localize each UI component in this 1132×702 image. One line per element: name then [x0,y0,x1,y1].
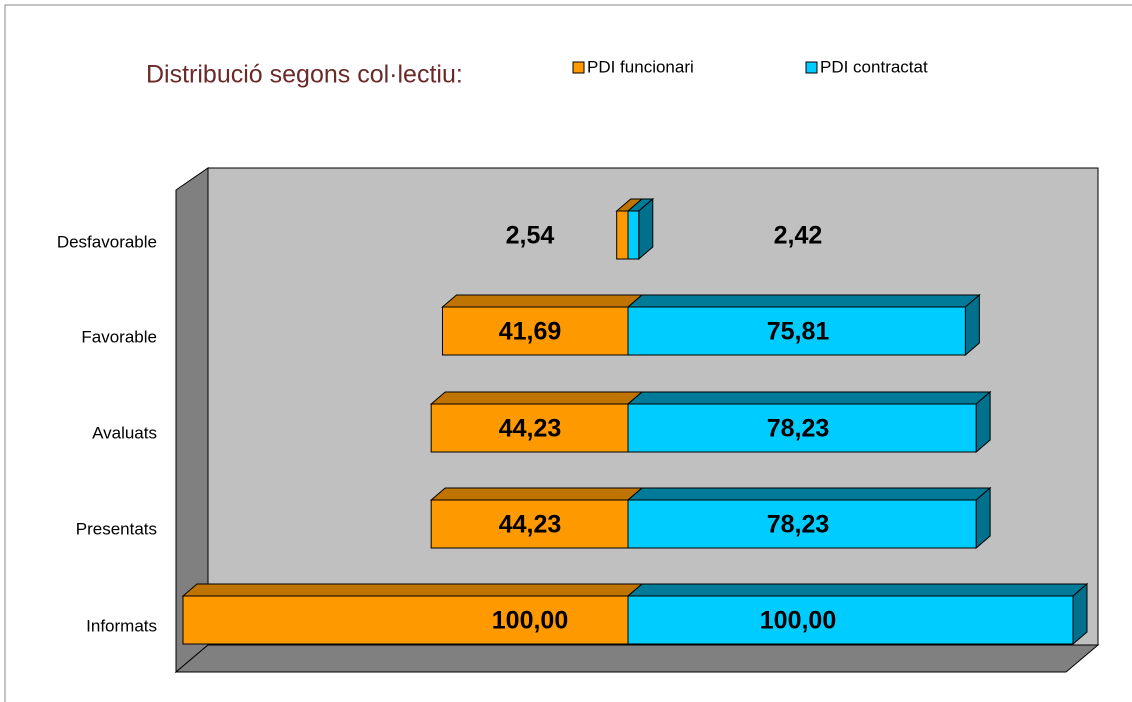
data-label: 44,23 [499,415,562,443]
bar-top [429,391,644,405]
floor [174,644,1100,673]
data-label: 75,81 [767,318,830,346]
data-label: 100,00 [492,607,568,635]
bar-top [626,294,981,308]
chart-title: Distribució segons col·lectiu: [146,61,463,89]
category-label: Favorable [81,327,157,346]
data-label: 100,00 [760,607,836,635]
data-label: 78,23 [767,511,830,539]
bar [441,306,629,356]
category-label: Desfavorable [57,232,157,251]
data-label: 78,23 [767,415,830,443]
bar [627,595,1074,645]
bar [627,210,640,260]
bar [430,499,629,549]
bar-top [626,487,992,501]
bar-top [429,487,644,501]
bar [430,403,629,453]
data-label: 41,69 [499,318,562,346]
bar [627,306,966,356]
legend-label: PDI contractat [820,57,928,76]
bar [627,499,977,549]
bar-top [181,583,644,597]
bar [182,595,629,645]
category-label: Avaluats [92,423,157,442]
category-label: Presentats [76,519,157,538]
data-label: 2,54 [506,222,555,250]
bar-top [626,583,1089,597]
bar-top [626,391,992,405]
legend-swatch [805,61,818,74]
data-label: 2,42 [774,222,823,250]
legend-swatch [572,61,585,74]
legend-label: PDI funcionari [587,57,694,76]
category-label: Informats [86,616,157,635]
bar-top [441,294,644,308]
data-label: 44,23 [499,511,562,539]
bar [627,403,977,453]
bar [616,210,629,260]
